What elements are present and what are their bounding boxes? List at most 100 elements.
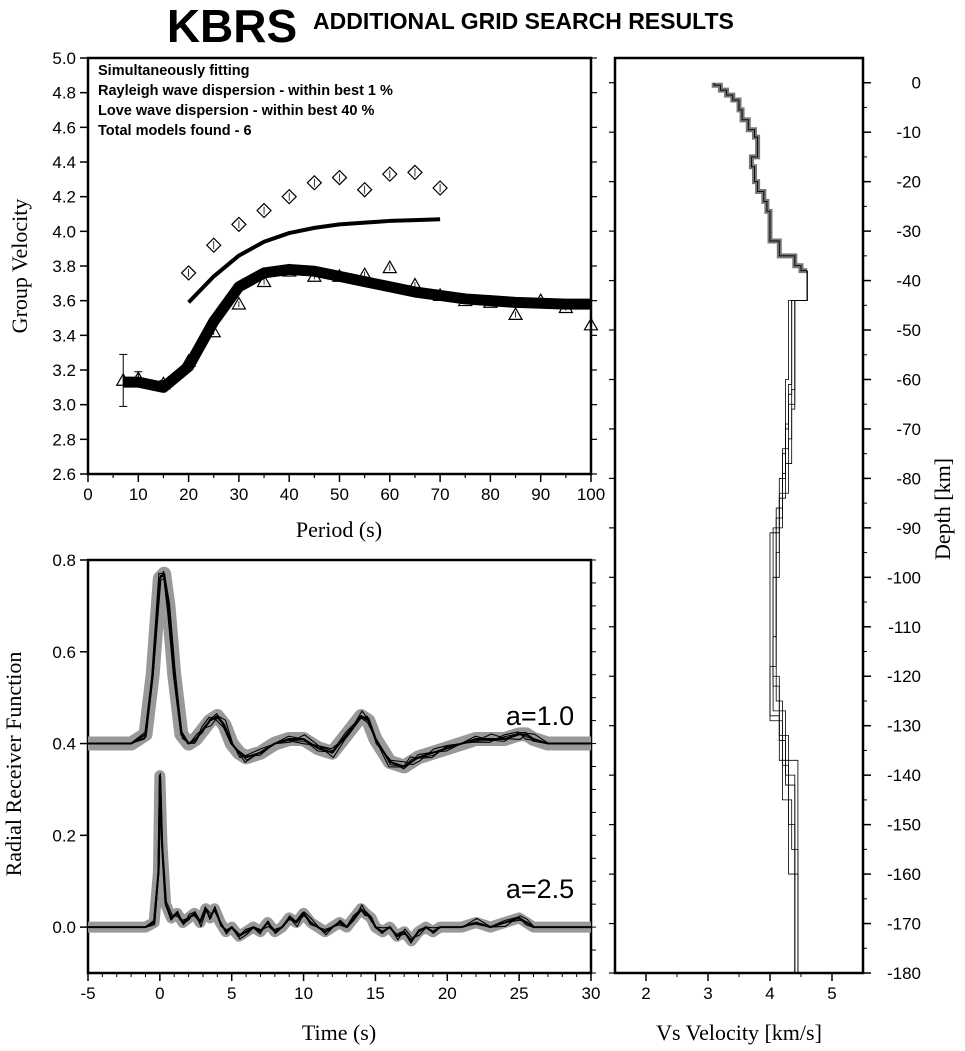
rayleigh-observed-point [457, 292, 473, 307]
rayleigh-observed-point [432, 287, 448, 301]
x-tick-label: 0 [155, 984, 164, 1003]
receiver-function-ticks: -5 0 5 10 15 20 25 30 0.0 0.2 0.4 0.6 0.8 [52, 551, 600, 1003]
x-tick-label: 30 [229, 485, 248, 504]
receiver-function-y-axis-label: Radial Receiver Function [1, 652, 26, 877]
rayleigh-model-curves [123, 263, 591, 393]
label-a-1-0: a=1.0 [506, 701, 574, 731]
depth-tick-label: -130 [887, 717, 921, 736]
x-tick-label: 2 [641, 984, 650, 1003]
x-tick-label: 40 [280, 485, 299, 504]
depth-tick-label: -80 [896, 469, 921, 488]
velocity-model-profile [772, 270, 808, 973]
x-tick-label: 10 [129, 485, 148, 504]
velocity-model-panel: 2 3 4 5 0 -10 -20 -30 -40 -50 -60 -70 -80 -90 -100 -110… [609, 56, 955, 1045]
y-tick-label: 3.6 [52, 292, 76, 311]
depth-tick-label: -110 [888, 618, 921, 637]
rayleigh-observed-point [115, 372, 131, 386]
predicted-receiver-function [88, 776, 591, 941]
x-tick-label: 10 [294, 984, 313, 1003]
y-tick-label: 0.4 [52, 735, 76, 754]
depth-tick-label: -30 [896, 222, 921, 241]
y-tick-label: 0.8 [52, 551, 76, 570]
depth-tick-label: 0 [912, 74, 921, 93]
depth-tick-label: -180 [887, 964, 921, 983]
x-tick-label: 90 [531, 485, 550, 504]
velocity-model-profile [772, 270, 808, 973]
rayleigh-observed-point [256, 273, 272, 288]
y-tick-label: 4.2 [52, 188, 76, 207]
love-observed-point [256, 202, 272, 219]
rayleigh-observed-point [482, 294, 498, 308]
receiver-function-panel: -5 0 5 10 15 20 25 30 0.0 0.2 0.4 0.6 0.8 a=1.0 a=2.… [1, 551, 600, 1045]
depth-tick-label: -40 [896, 272, 921, 291]
depth-tick-label: -170 [887, 915, 921, 934]
velocity-x-axis-label: Vs Velocity [km/s] [656, 1020, 822, 1045]
rayleigh-observed-point [281, 263, 297, 277]
love-observed-point [180, 265, 197, 281]
x-tick-label: 20 [179, 485, 198, 504]
rayleigh-observed-point [206, 324, 222, 338]
rayleigh-observed-point [533, 292, 549, 307]
velocity-model-ticks: 2 3 4 5 0 -10 -20 -30 -40 -50 -60 -70 -80 -90 -100 -110… [609, 74, 921, 1003]
receiver-function-data [88, 566, 591, 947]
love-observed-point [356, 181, 373, 198]
x-tick-label: 3 [703, 984, 712, 1003]
depth-tick-label: -160 [887, 865, 921, 884]
dispersion-ticks: 0 10 20 30 40 50 60 70 80 90 100 2.6 2.8 3.0 3.2 3.4 3.6… [52, 49, 605, 504]
love-observed-point [331, 169, 348, 186]
label-a-2-5: a=2.5 [506, 874, 574, 904]
annotation-line-3: Love wave dispersion - within best 40 % [98, 103, 374, 119]
x-tick-label: 70 [431, 485, 450, 504]
predicted-receiver-function [88, 572, 591, 768]
rayleigh-observed-point [181, 353, 197, 367]
annotation-line-4: Total models found - 6 [98, 123, 252, 139]
x-tick-label: 60 [380, 485, 399, 504]
y-tick-label: 5.0 [52, 49, 76, 68]
depth-tick-label: -150 [887, 816, 921, 835]
rayleigh-observed-point [306, 268, 322, 282]
y-tick-label: 2.8 [52, 430, 76, 449]
depth-tick-label: -50 [896, 321, 921, 340]
x-tick-label: 25 [510, 984, 529, 1003]
rayleigh-observed-point [130, 370, 146, 385]
y-tick-label: 0.2 [52, 826, 76, 845]
station-title: KBRS [167, 0, 297, 52]
rayleigh-observed-point [231, 296, 247, 310]
x-tick-label: 5 [827, 984, 836, 1003]
depth-tick-label: -120 [887, 667, 921, 686]
shallow-velocity-profile-outline [711, 82, 808, 274]
rayleigh-observed-point [331, 268, 348, 282]
y-tick-label: 3.2 [52, 361, 76, 380]
velocity-model-profile [772, 270, 808, 973]
rayleigh-observed-point [382, 260, 398, 274]
dispersion-data [115, 164, 599, 407]
depth-tick-label: -90 [896, 519, 921, 538]
dispersion-panel: 0 10 20 30 40 50 60 70 80 90 100 2.6 2.8 3.0 3.2 3.4 3.6… [7, 49, 605, 542]
love-model-curves [187, 217, 441, 304]
y-tick-label: 3.4 [52, 326, 76, 345]
rayleigh-observed-point [583, 317, 599, 331]
depth-tick-label: -60 [896, 370, 921, 389]
velocity-model-data [711, 82, 808, 973]
y-tick-label: 4.8 [52, 84, 76, 103]
x-tick-label: 4 [765, 984, 774, 1003]
annotation-line-1: Simultaneously fitting [98, 63, 249, 79]
depth-tick-label: -100 [887, 568, 921, 587]
velocity-model-frame [613, 56, 865, 975]
love-observed-point [306, 174, 323, 191]
y-tick-label: 4.6 [52, 118, 76, 137]
rayleigh-observed-point [558, 299, 574, 314]
love-observed-point [381, 166, 398, 182]
depth-tick-label: -140 [887, 766, 921, 785]
dispersion-y-axis-label: Group Velocity [7, 199, 32, 334]
love-observed-point [407, 164, 423, 181]
love-observed-point [432, 180, 448, 196]
velocity-model-profile [769, 270, 808, 973]
love-observed-point [205, 237, 222, 254]
y-tick-label: 0.0 [52, 918, 76, 937]
x-tick-label: 100 [577, 485, 605, 504]
dispersion-frame [86, 56, 593, 476]
y-tick-label: 0.6 [52, 643, 76, 662]
rayleigh-observed-point [155, 376, 171, 390]
